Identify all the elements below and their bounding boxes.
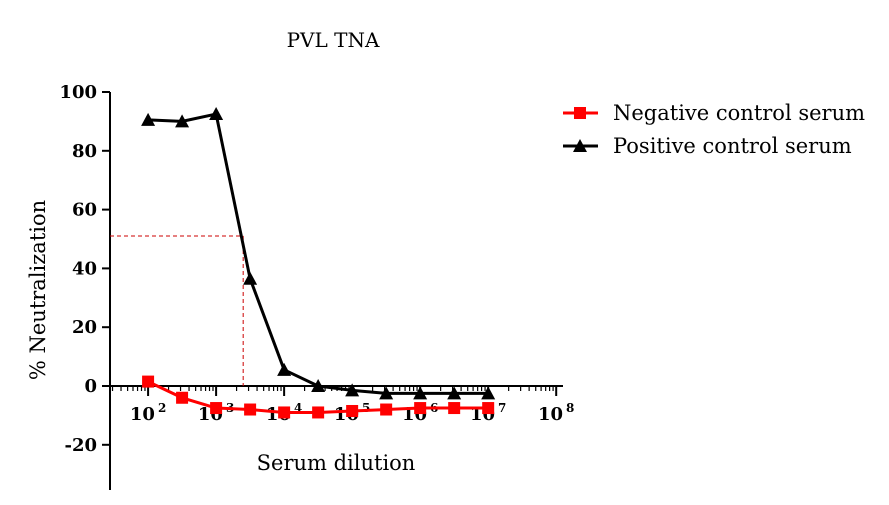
y-tick-label: 100 bbox=[59, 82, 97, 103]
negative-data-point bbox=[142, 375, 155, 388]
y-tick-label: 20 bbox=[72, 317, 97, 338]
positive-data-point bbox=[413, 386, 428, 400]
y-axis-label: % Neutralization bbox=[26, 200, 50, 380]
x-axis-label: Serum dilution bbox=[257, 451, 416, 475]
y-tick-label: 40 bbox=[72, 258, 97, 279]
legend-marker bbox=[573, 139, 587, 152]
positive-data-point bbox=[209, 107, 224, 121]
y-tick-label: 60 bbox=[72, 200, 97, 221]
legend-marker bbox=[574, 107, 586, 119]
positive-data-point bbox=[311, 379, 326, 392]
negative-data-point bbox=[312, 406, 325, 419]
x-tick-label: 10 8 bbox=[538, 401, 574, 425]
positive-data-point bbox=[345, 383, 360, 397]
negative-data-point bbox=[244, 403, 257, 416]
negative-data-point bbox=[278, 406, 291, 419]
negative-data-point bbox=[210, 402, 223, 415]
negative-data-point bbox=[346, 404, 359, 417]
y-tick-label: 0 bbox=[84, 376, 97, 397]
legend-label: Positive control serum bbox=[613, 134, 852, 158]
positive-data-point bbox=[243, 271, 258, 285]
chart-title: PVL TNA bbox=[287, 28, 380, 52]
positive-data-point bbox=[379, 386, 394, 400]
negative-data-point bbox=[448, 402, 461, 415]
y-tick-label: 80 bbox=[72, 141, 97, 162]
x-tick-label: 10 2 bbox=[130, 401, 166, 425]
positive-data-point bbox=[447, 386, 462, 400]
positive-data-point bbox=[277, 362, 292, 376]
positive-data-point bbox=[175, 114, 190, 128]
legend-label: Negative control serum bbox=[613, 101, 865, 125]
legend: Negative control serum Positive control s… bbox=[563, 101, 865, 158]
y-tick-label: -20 bbox=[64, 435, 97, 456]
series-line-positive bbox=[148, 112, 489, 395]
negative-data-point bbox=[414, 402, 427, 415]
negative-data-point bbox=[482, 402, 495, 415]
positive-data-point bbox=[141, 112, 156, 126]
negative-data-point bbox=[176, 391, 189, 404]
positive-data-point bbox=[481, 386, 496, 400]
negative-data-point bbox=[380, 403, 393, 416]
